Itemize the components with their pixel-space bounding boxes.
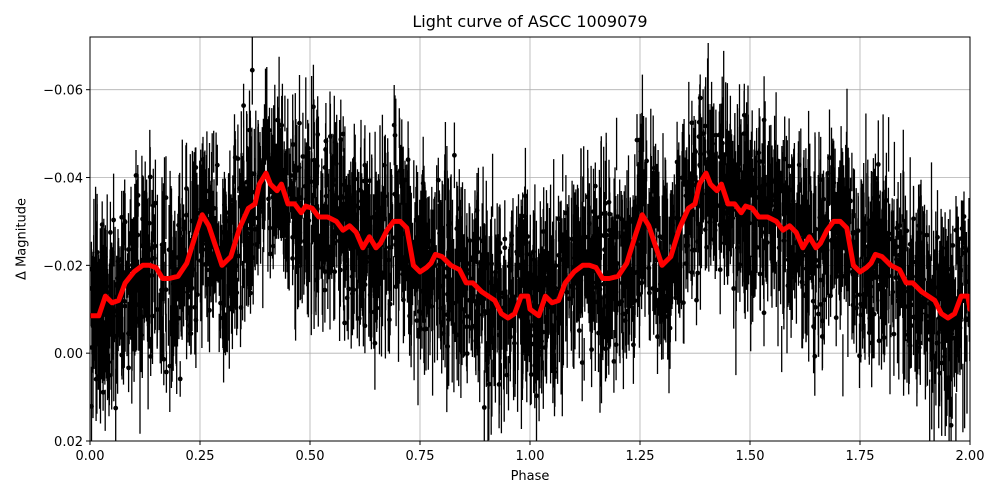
x-tick-label: 1.50 bbox=[736, 449, 765, 464]
y-tick-label: −0.04 bbox=[43, 172, 83, 187]
x-axis-label: Phase bbox=[510, 469, 550, 484]
x-tick-label: 1.00 bbox=[516, 449, 545, 464]
x-tick-label: 0.25 bbox=[186, 449, 215, 464]
chart-title: Light curve of ASCC 1009079 bbox=[412, 12, 648, 31]
x-tick-label: 2.00 bbox=[956, 449, 985, 464]
x-tick-label: 0.75 bbox=[406, 449, 435, 464]
y-tick-label: 0.00 bbox=[54, 347, 83, 362]
x-tick-label: 1.25 bbox=[626, 449, 655, 464]
y-tick-label: −0.02 bbox=[43, 259, 83, 274]
x-tick-label: 0.00 bbox=[76, 449, 105, 464]
x-tick-label: 1.75 bbox=[846, 449, 875, 464]
y-tick-label: 0.02 bbox=[54, 435, 83, 450]
y-tick-label: −0.06 bbox=[43, 84, 83, 99]
x-axis-ticks: 0.00 0.25 0.50 0.75 1.00 1.25 1.50 1.75 2.00 bbox=[76, 441, 985, 464]
y-axis-ticks: −0.06 −0.04 −0.02 0.00 0.02 bbox=[43, 84, 90, 450]
binned-mean-curve bbox=[90, 170, 970, 321]
x-tick-label: 0.50 bbox=[296, 449, 325, 464]
